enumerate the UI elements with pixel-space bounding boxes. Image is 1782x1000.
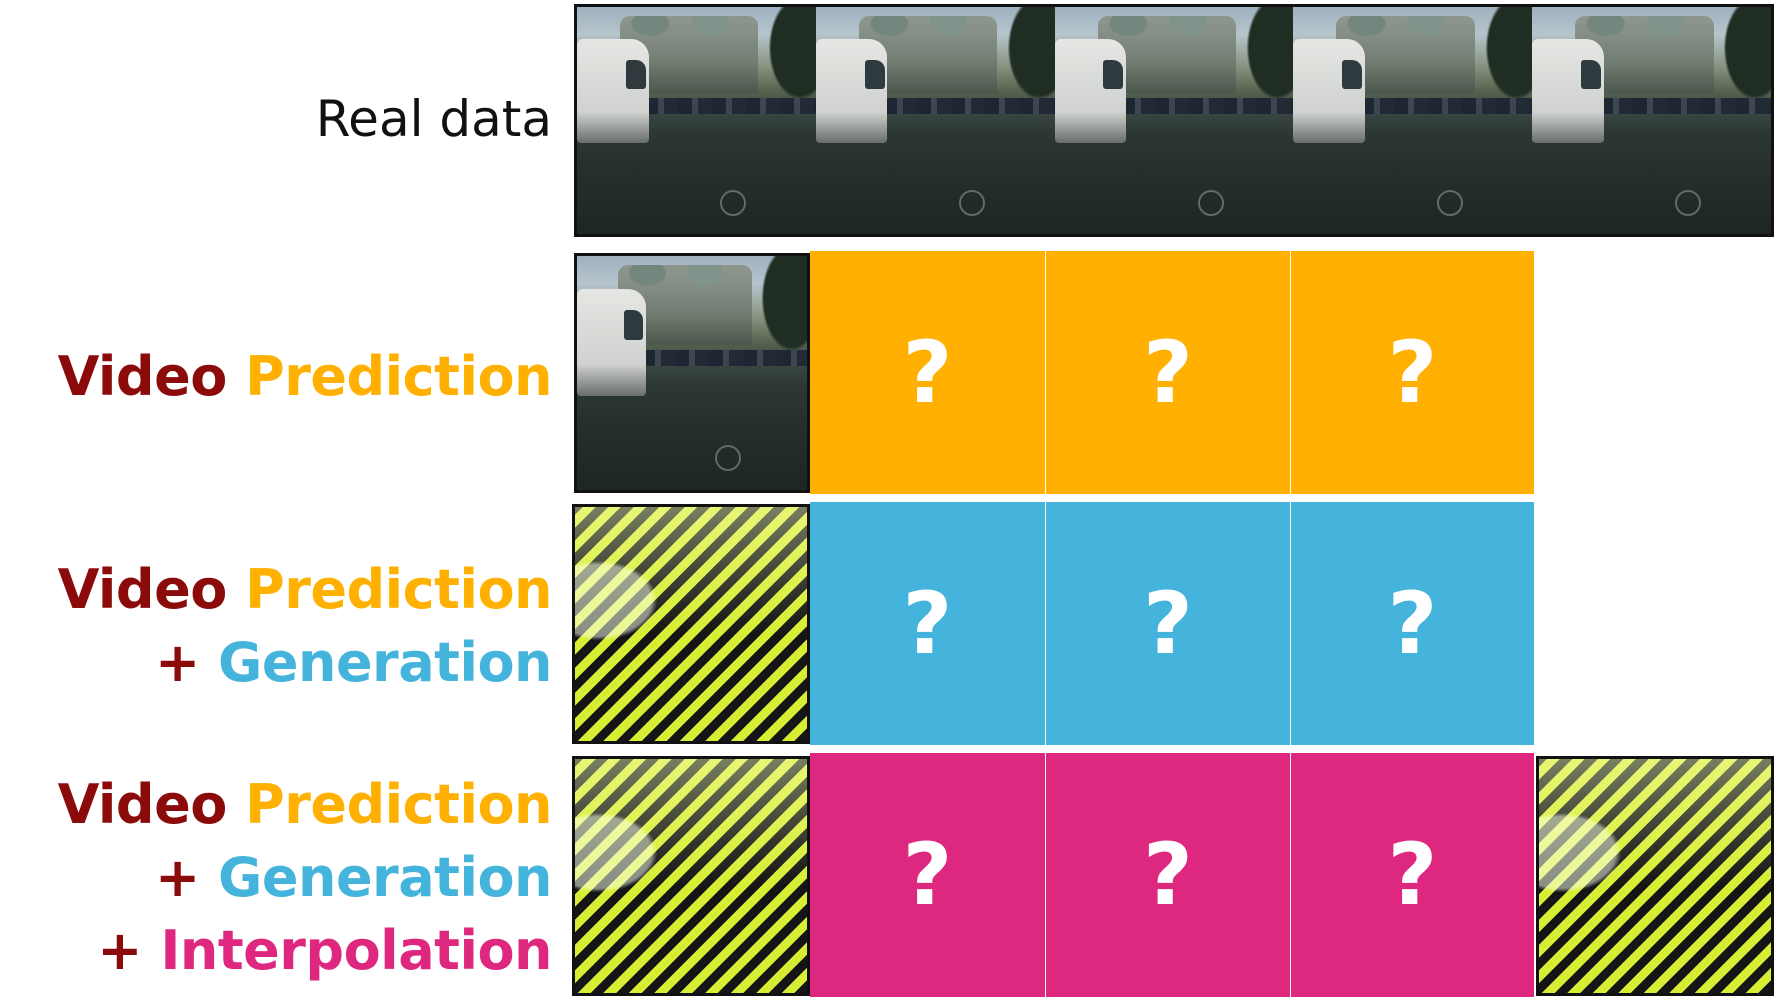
video-word: Video <box>57 773 228 836</box>
unknown-frame: ? <box>1291 502 1534 745</box>
video-prediction-generation-label: Video Prediction + Generation <box>57 553 553 699</box>
unknown-frame: ? <box>1291 251 1534 494</box>
video-prediction-generation-interpolation-label: Video Prediction + Generation + Interpol… <box>57 768 553 987</box>
question-mark-icon: ? <box>1387 573 1438 674</box>
prediction-word: Prediction <box>245 345 552 408</box>
unknown-frame: ? <box>810 502 1045 745</box>
unknown-frame: ? <box>810 753 1045 997</box>
plus-symbol: + <box>97 919 143 982</box>
unknown-frame: ? <box>810 251 1045 494</box>
question-mark-icon: ? <box>902 825 953 925</box>
question-mark-icon: ? <box>1143 322 1193 423</box>
unknown-frame: ? <box>1046 753 1290 997</box>
plus-symbol: + <box>154 631 200 694</box>
video-word: Video <box>57 558 228 621</box>
unknown-frame: ? <box>1291 753 1534 997</box>
real-frame-1 <box>577 7 816 234</box>
real-frame-4 <box>1293 7 1533 234</box>
video-prediction-label: Video Prediction <box>57 340 553 413</box>
question-mark-icon: ? <box>1143 573 1193 674</box>
real-frame-5 <box>1532 7 1771 234</box>
real-data-label: Real data <box>315 90 552 148</box>
real-frame-2 <box>815 7 1055 234</box>
unknown-frame: ? <box>1046 251 1290 494</box>
real-frame-3 <box>1054 7 1294 234</box>
observed-frame <box>574 253 810 493</box>
hatched-frame <box>572 504 810 744</box>
real-data-strip <box>574 4 1774 237</box>
generation-word: Generation <box>218 631 552 694</box>
question-mark-icon: ? <box>1387 322 1438 423</box>
prediction-word: Prediction <box>245 773 552 836</box>
generation-word: Generation <box>218 846 552 909</box>
hatched-frame <box>572 756 810 996</box>
video-word: Video <box>57 345 228 408</box>
plus-symbol: + <box>154 846 200 909</box>
unknown-frame: ? <box>1046 502 1290 745</box>
question-mark-icon: ? <box>902 573 953 674</box>
hatched-end-frame <box>1536 756 1774 996</box>
question-mark-icon: ? <box>902 322 953 423</box>
interpolation-word: Interpolation <box>160 919 552 982</box>
question-mark-icon: ? <box>1143 825 1193 925</box>
prediction-word: Prediction <box>245 558 552 621</box>
question-mark-icon: ? <box>1387 825 1438 925</box>
